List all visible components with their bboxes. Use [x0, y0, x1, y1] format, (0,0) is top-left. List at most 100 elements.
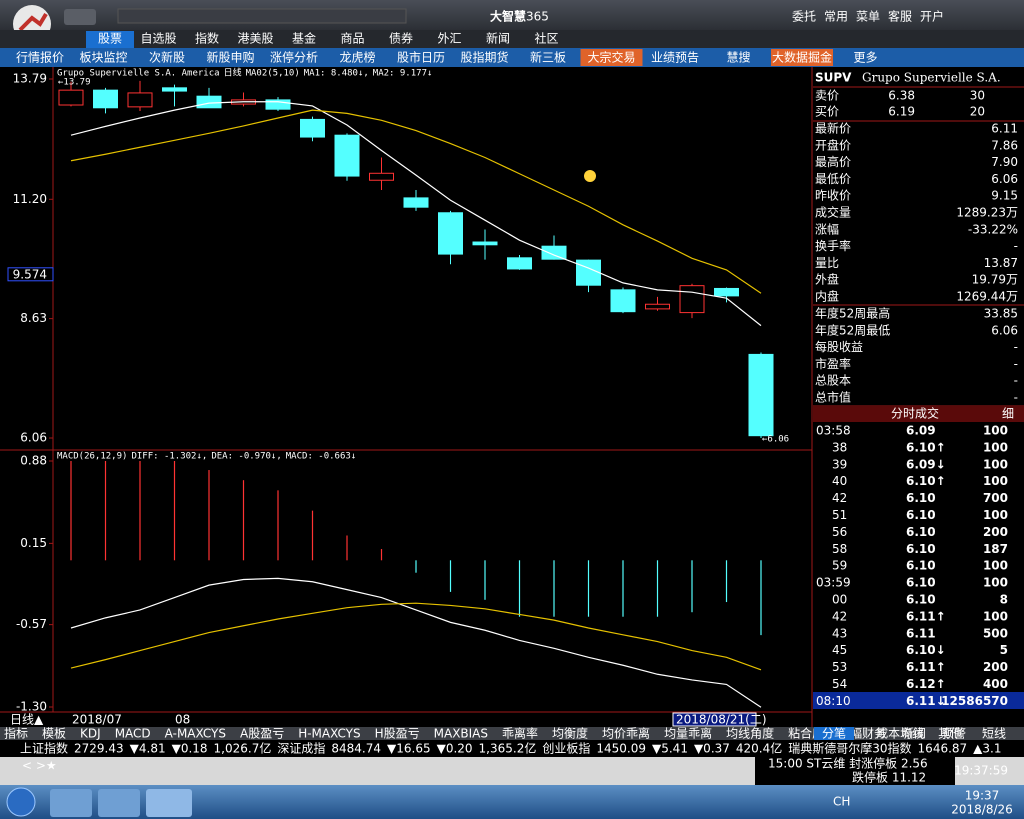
taskbar-dzh[interactable]	[146, 789, 192, 817]
menu-item[interactable]: 委托	[792, 10, 816, 24]
subnav-item[interactable]: 次新股	[149, 50, 185, 65]
indicator-tab[interactable]: A-MAXCYS	[165, 727, 226, 741]
search-box[interactable]	[117, 8, 407, 24]
quote-value: 6.11	[991, 122, 1018, 136]
subnav-item[interactable]: 行情报价	[16, 50, 64, 65]
quote-value: -33.22%	[968, 222, 1018, 236]
side-tab[interactable]: 短线	[982, 727, 1006, 741]
legend-item: 2729.43	[74, 742, 124, 756]
quote-label: 内盘	[815, 289, 839, 304]
subnav-item[interactable]: 股指期货	[460, 50, 508, 65]
side-tab[interactable]: 分笔	[822, 726, 846, 741]
subnav-item[interactable]: 涨停分析	[270, 50, 318, 65]
legend-item: ▼0.20	[437, 742, 473, 756]
tray-date: 2018/8/26	[951, 803, 1013, 817]
subnav-item[interactable]: 更多	[853, 51, 877, 65]
tab[interactable]: 外汇	[437, 32, 461, 46]
quote-label: 每股收益	[815, 339, 863, 354]
subnav-item[interactable]: 大宗交易	[587, 50, 635, 65]
tab[interactable]: 商品	[340, 31, 364, 46]
indicator-tab[interactable]: 乖离率	[502, 726, 538, 741]
legend-item: MACD: -0.663↓	[286, 452, 356, 462]
quote-panel	[813, 67, 1024, 727]
candle-body	[334, 134, 360, 177]
candle-body	[403, 197, 429, 208]
indicator-tab[interactable]: H股盈亏	[375, 727, 420, 741]
annotation: ←13.79	[58, 78, 91, 88]
indicator-tab[interactable]: 均量乖离	[664, 726, 712, 741]
legend-item: MA2: 9.177↓	[373, 69, 433, 79]
quote-value: 6.06	[991, 323, 1018, 337]
trade-time: 00	[832, 593, 847, 607]
y-tick-label: -1.30	[16, 700, 47, 714]
side-tab[interactable]: 预警	[942, 726, 966, 741]
menu-item[interactable]: 开户	[920, 9, 944, 24]
tab[interactable]: 债券	[389, 31, 413, 46]
indicator-tab[interactable]: A股盈亏	[240, 727, 284, 741]
tab[interactable]: 港美股	[237, 32, 273, 46]
menu-item[interactable]: 菜单	[856, 10, 880, 24]
subnav-item[interactable]: 慧搜	[726, 50, 750, 65]
indicator-tab[interactable]: 成本均线	[876, 727, 924, 741]
subnav-item[interactable]: 新股申购	[206, 50, 254, 65]
language: CH	[833, 795, 850, 809]
trade-price: 6.09	[906, 424, 936, 438]
period-label[interactable]: 日线▲	[10, 713, 44, 727]
quote-label: 卖价	[815, 89, 839, 103]
candle-body	[162, 87, 187, 92]
candle-body	[714, 287, 739, 297]
subnav-item[interactable]: 龙虎榜	[339, 50, 375, 65]
candle-body	[610, 289, 636, 313]
indicator-tab[interactable]: 均价乖离	[602, 726, 650, 741]
candle-body	[541, 245, 567, 260]
tab[interactable]: 股票	[98, 32, 122, 46]
subnav-item[interactable]: 业绩预告	[651, 51, 699, 65]
taskbar-app[interactable]	[98, 789, 140, 817]
menu-item[interactable]: 客服	[888, 9, 912, 24]
menu-item[interactable]: 常用	[824, 10, 848, 24]
tab[interactable]: 基金	[292, 31, 316, 46]
tab[interactable]: 新闻	[486, 31, 510, 46]
legend-item: ▼16.65	[387, 742, 431, 756]
legend-item: ▼4.81	[130, 742, 166, 756]
y-tick-label: 8.63	[20, 311, 47, 325]
indicator-tab[interactable]: KDJ	[80, 727, 101, 741]
indicator-tab[interactable]: 指标	[4, 726, 28, 741]
indicator-tab[interactable]: MAXBIAS	[434, 727, 488, 741]
candle-body	[472, 241, 498, 246]
date-label: 08	[175, 713, 190, 727]
taskbar-ie[interactable]	[50, 789, 92, 817]
ticker-bar	[0, 740, 1024, 757]
subnav-item[interactable]: 大数据掘金	[772, 50, 832, 65]
indicator-tab[interactable]: 其他	[938, 727, 962, 741]
side-tab[interactable]: 财务	[862, 726, 886, 741]
trades-detail[interactable]: 细	[1002, 407, 1014, 421]
legend-item: ▼0.18	[172, 742, 208, 756]
trade-price: 6.10↑	[906, 474, 946, 488]
subnav-item[interactable]: 板块监控	[79, 51, 127, 65]
tab[interactable]: 指数	[195, 31, 219, 46]
indicator-tab[interactable]: 均线角度	[726, 726, 774, 741]
indicator-tab[interactable]: 均衡度	[552, 726, 588, 741]
legend-item: ▼5.41	[652, 742, 688, 756]
tab[interactable]: 自选股	[140, 32, 176, 46]
trade-time: 58	[832, 542, 847, 556]
back-button[interactable]	[64, 9, 96, 25]
side-tab[interactable]: 新闻	[902, 726, 926, 741]
subnav-item[interactable]: 股市日历	[397, 50, 445, 65]
ma1-line	[70, 101, 762, 327]
trade-time: 43	[832, 626, 847, 640]
indicator-tab[interactable]: 模板	[42, 727, 66, 741]
trade-volume: 100	[983, 440, 1008, 454]
date-label: 2018/07	[72, 713, 122, 727]
news-box	[755, 757, 955, 785]
trade-price: 6.10↓	[906, 643, 946, 657]
start-button[interactable]	[6, 787, 36, 817]
quote-label: 最新价	[815, 121, 851, 136]
trade-price: 6.11↓	[906, 694, 946, 708]
indicator-tab[interactable]: MACD	[115, 727, 151, 741]
nav-arrows[interactable]: < >★	[22, 759, 57, 773]
indicator-tab[interactable]: H-MAXCYS	[298, 727, 360, 741]
subnav-item[interactable]: 新三板	[530, 50, 566, 65]
tab[interactable]: 社区	[534, 31, 558, 46]
